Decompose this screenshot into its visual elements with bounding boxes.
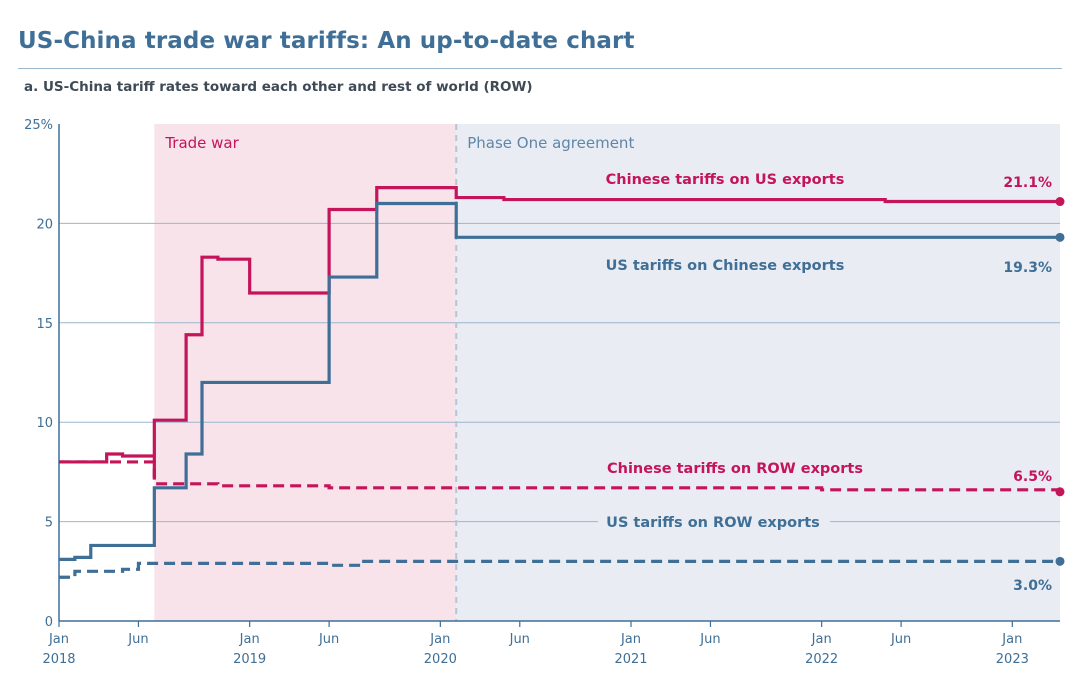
series-line-1	[59, 201, 1060, 561]
period-label: Trade war	[164, 134, 239, 152]
series-end-marker	[1055, 556, 1065, 566]
series-label: Chinese tariffs on ROW exports	[607, 461, 863, 477]
x-tick-label: Jan	[48, 632, 69, 647]
x-tick-label: Jun	[890, 632, 911, 647]
y-tick-label: 20	[36, 217, 53, 232]
period-label: Phase One agreement	[467, 134, 634, 152]
y-tick-label: 15	[36, 317, 53, 332]
end-value-label: 19.3%	[1003, 260, 1052, 276]
series-label: US tariffs on Chinese exports	[606, 258, 845, 274]
x-tick-label: Jun	[699, 632, 720, 647]
x-tick-year-label: 2020	[424, 652, 457, 667]
x-tick-label: Jan	[620, 632, 641, 647]
x-tick-label: Jun	[318, 632, 339, 647]
y-tick-label: 5	[45, 516, 53, 531]
x-tick-year-label: 2023	[996, 652, 1029, 667]
series-label: Chinese tariffs on US exports	[606, 172, 845, 188]
series-line-0	[59, 186, 1060, 478]
label-halo	[598, 512, 830, 532]
end-value-label: 6.5%	[1013, 469, 1052, 485]
series-end-marker	[1055, 487, 1065, 497]
y-tick-label: 10	[36, 416, 53, 431]
title-divider	[18, 68, 1062, 69]
chart-subtitle: a. US-China tariff rates toward each oth…	[24, 79, 533, 95]
x-tick-label: Jun	[127, 632, 148, 647]
x-tick-label: Jan	[1001, 632, 1022, 647]
series-label: US tariffs on ROW exports	[606, 515, 820, 531]
period-band-phase-one	[456, 124, 1060, 621]
x-tick-label: Jun	[509, 632, 530, 647]
series-line-2	[59, 460, 1062, 492]
x-tick-year-label: 2021	[614, 652, 647, 667]
series-line-3	[59, 559, 1060, 579]
end-value-label: 3.0%	[1013, 578, 1052, 594]
x-tick-label: Jan	[811, 632, 832, 647]
x-tick-label: Jan	[239, 632, 260, 647]
x-tick-year-label: 2022	[805, 652, 838, 667]
end-value-label: 21.1%	[1003, 175, 1052, 191]
period-band-trade-war	[154, 124, 457, 621]
x-tick-year-label: 2019	[233, 652, 266, 667]
y-tick-label: 25%	[24, 118, 53, 133]
series-end-marker	[1055, 197, 1065, 207]
x-tick-label: Jan	[429, 632, 450, 647]
chart-title: US-China trade war tariffs: An up-to-dat…	[18, 28, 635, 54]
series-end-marker	[1055, 232, 1065, 242]
y-tick-label: 0	[45, 615, 53, 630]
x-tick-year-label: 2018	[42, 652, 75, 667]
